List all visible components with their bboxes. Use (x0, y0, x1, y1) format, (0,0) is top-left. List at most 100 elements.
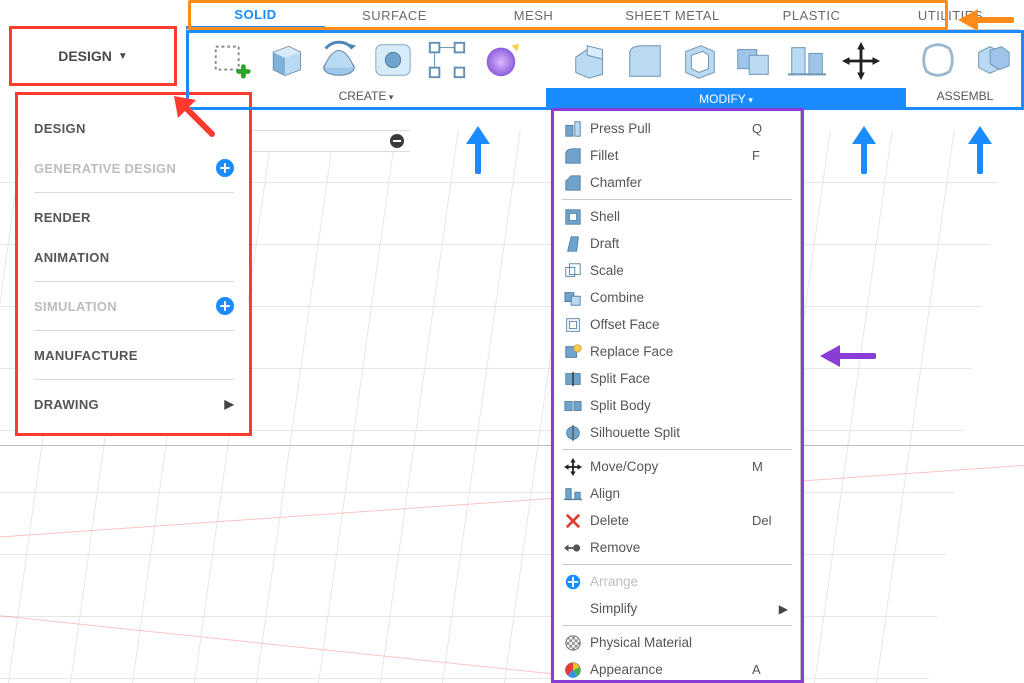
tab-surface[interactable]: SURFACE (325, 2, 464, 29)
workspace-item-render[interactable]: RENDER (34, 197, 234, 237)
plus-badge-icon (216, 297, 234, 315)
modify-item-press-pull[interactable]: Press PullQ (554, 115, 800, 142)
tab-mesh[interactable]: MESH (464, 2, 603, 29)
toolbar-label-assemble[interactable]: ASSEMBL (906, 86, 1024, 107)
chevron-down-icon: ▼ (118, 51, 128, 62)
modify-item-label: Replace Face (590, 344, 752, 359)
modify-item-fillet[interactable]: FilletF (554, 142, 800, 169)
workspace-item-simulation[interactable]: SIMULATION (34, 286, 234, 326)
silhouette-split-icon (562, 423, 584, 443)
split-body-icon (562, 396, 584, 416)
modify-item-shortcut: A (752, 662, 788, 677)
chevron-right-icon: ▶ (779, 602, 788, 616)
workspace-item-label: DESIGN (34, 121, 86, 136)
tool-form[interactable] (477, 36, 525, 84)
menu-separator (34, 192, 234, 193)
toolbar-group-modify: MODIFY (546, 30, 906, 110)
menu-separator (34, 330, 234, 331)
align-icon (562, 484, 584, 504)
modify-item-split-body[interactable]: Split Body (554, 392, 800, 419)
tool-sketch-rectangle[interactable] (207, 36, 255, 84)
modify-item-label: Scale (590, 263, 752, 278)
workspace-switcher-button[interactable]: DESIGN ▼ (12, 30, 174, 82)
workspace-item-manufacture[interactable]: MANUFACTURE (34, 335, 234, 375)
modify-item-label: Press Pull (590, 121, 752, 136)
tab-plastic[interactable]: PLASTIC (742, 2, 881, 29)
workspace-item-drawing[interactable]: DRAWING▶ (34, 384, 234, 424)
modify-item-scale[interactable]: Scale (554, 257, 800, 284)
modify-item-delete[interactable]: DeleteDel (554, 507, 800, 534)
workspace-menu: DESIGN GENERATIVE DESIGN RENDER ANIMATION SI… (20, 96, 248, 432)
tool-move-big[interactable] (837, 37, 885, 85)
modify-item-shortcut: Del (752, 513, 788, 528)
workspace-item-label: SIMULATION (34, 299, 117, 314)
workspace-item-design[interactable]: DESIGN (34, 108, 234, 148)
blank-icon (562, 599, 584, 619)
toolbar-label-modify[interactable]: MODIFY (546, 88, 906, 110)
modify-item-appearance[interactable]: AppearanceA (554, 656, 800, 683)
modify-item-label: Simplify (590, 601, 779, 616)
modify-item-combine[interactable]: Combine (554, 284, 800, 311)
arrange-icon (562, 572, 584, 592)
modify-item-label: Split Body (590, 398, 752, 413)
modify-item-label: Appearance (590, 662, 752, 677)
press-pull-icon (562, 119, 584, 139)
tool-assemble[interactable] (968, 36, 1016, 84)
modify-item-simplify[interactable]: Simplify▶ (554, 595, 800, 622)
appearance-icon (562, 660, 584, 680)
workspace-item-animation[interactable]: ANIMATION (34, 237, 234, 277)
offset-face-icon (562, 315, 584, 335)
tool-fillet[interactable] (621, 37, 669, 85)
tool-combine-big[interactable] (729, 37, 777, 85)
tool-joint[interactable] (914, 36, 962, 84)
modify-item-chamfer[interactable]: Chamfer (554, 169, 800, 196)
plus-badge-icon (216, 159, 234, 177)
modify-item-physical-material[interactable]: Physical Material (554, 629, 800, 656)
modify-item-label: Offset Face (590, 317, 752, 332)
scale-icon (562, 261, 584, 281)
modify-item-replace-face[interactable]: Replace Face (554, 338, 800, 365)
tab-sheet-metal[interactable]: SHEET METAL (603, 2, 742, 29)
modify-item-arrange[interactable]: Arrange (554, 568, 800, 595)
move-icon (562, 457, 584, 477)
tool-hole[interactable] (369, 36, 417, 84)
modify-dropdown-menu: Press PullQFilletFChamfer ShellDraft Scale… (553, 110, 801, 683)
workspace-item-label: GENERATIVE DESIGN (34, 161, 176, 176)
tool-box[interactable] (261, 36, 309, 84)
modify-item-label: Delete (590, 513, 752, 528)
menu-separator (34, 379, 234, 380)
modify-item-label: Remove (590, 540, 752, 555)
workspace-item-label: ANIMATION (34, 250, 109, 265)
modify-item-remove[interactable]: Remove (554, 534, 800, 561)
modify-item-move-copy[interactable]: Move/CopyM (554, 453, 800, 480)
modify-item-label: Split Face (590, 371, 752, 386)
modify-item-label: Silhouette Split (590, 425, 752, 440)
tool-press-pull[interactable] (567, 37, 615, 85)
tab-utilities[interactable]: UTILITIES (881, 2, 1020, 29)
tool-align-big[interactable] (783, 37, 831, 85)
modify-item-shortcut: M (752, 459, 788, 474)
modify-item-silhouette-split[interactable]: Silhouette Split (554, 419, 800, 446)
delete-icon (562, 511, 584, 531)
workspace-item-label: MANUFACTURE (34, 348, 138, 363)
modify-item-shell[interactable]: Shell (554, 203, 800, 230)
combine-icon (562, 288, 584, 308)
modify-item-split-face[interactable]: Split Face (554, 365, 800, 392)
menu-separator (562, 199, 792, 200)
modify-item-offset-face[interactable]: Offset Face (554, 311, 800, 338)
menu-separator (562, 625, 792, 626)
tool-shell-big[interactable] (675, 37, 723, 85)
modify-item-label: Physical Material (590, 635, 752, 650)
tool-pattern[interactable] (423, 36, 471, 84)
fillet-icon (562, 146, 584, 166)
minus-icon[interactable] (390, 134, 404, 148)
workspace-item-generative-design[interactable]: GENERATIVE DESIGN (34, 148, 234, 188)
modify-item-align[interactable]: Align (554, 480, 800, 507)
shell-icon (562, 207, 584, 227)
tool-revolve[interactable] (315, 36, 363, 84)
tab-solid[interactable]: SOLID (186, 2, 325, 29)
modify-item-draft[interactable]: Draft (554, 230, 800, 257)
menu-separator (562, 564, 792, 565)
workspace-item-label: RENDER (34, 210, 91, 225)
physical-icon (562, 633, 584, 653)
